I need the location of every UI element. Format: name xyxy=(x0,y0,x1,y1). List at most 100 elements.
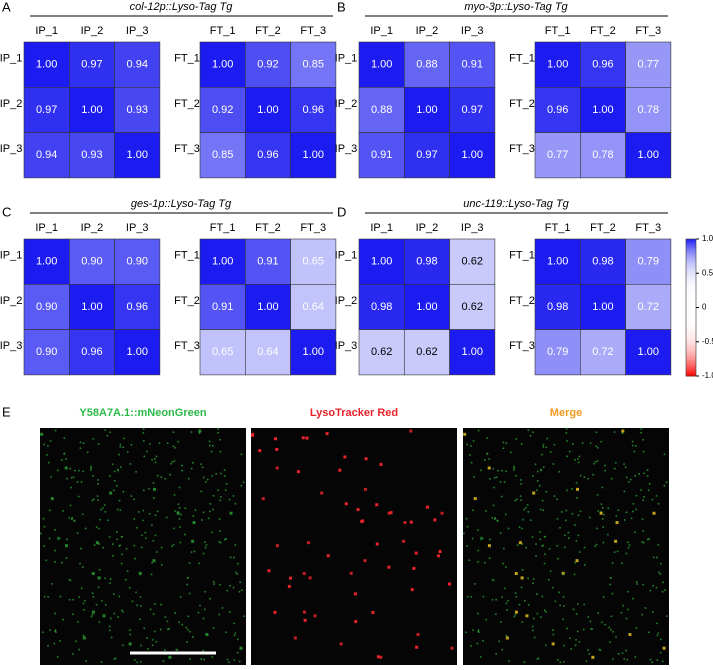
speckle xyxy=(533,636,536,639)
speckle xyxy=(646,475,649,477)
speckle xyxy=(642,583,644,586)
colorbar-segment xyxy=(686,245,696,249)
speckle xyxy=(535,489,538,492)
colorbar-segment xyxy=(686,318,696,322)
heatmap-title: col-12p::Lyso-Tag Tg xyxy=(130,1,234,13)
speckle xyxy=(267,569,271,573)
speckle xyxy=(43,525,46,528)
speckle xyxy=(496,520,499,522)
cell-value: 0.96 xyxy=(257,149,278,161)
speckle xyxy=(101,599,103,602)
speckle xyxy=(495,598,497,601)
speckle xyxy=(121,535,123,538)
speckle xyxy=(379,655,383,659)
heatmap-cell xyxy=(290,283,337,330)
speckle xyxy=(139,596,142,598)
speckle xyxy=(160,546,163,549)
speckle xyxy=(625,649,627,652)
colorbar-segment xyxy=(686,321,696,324)
speckle xyxy=(57,469,59,472)
speckle xyxy=(477,630,480,632)
row-label: FT_2 xyxy=(174,98,200,110)
speckle xyxy=(215,473,218,475)
speckle xyxy=(595,431,598,434)
speckle xyxy=(58,537,61,540)
row-label: IP_3 xyxy=(0,340,22,352)
speckle xyxy=(57,536,59,539)
speckle xyxy=(623,490,626,493)
cell-value: 0.85 xyxy=(303,59,324,71)
colorbar-segment xyxy=(686,298,696,302)
speckle xyxy=(133,544,136,547)
speckle xyxy=(506,608,509,611)
speckle xyxy=(513,467,516,469)
speckle xyxy=(113,658,116,660)
speckle xyxy=(66,538,68,541)
speckle xyxy=(80,587,83,590)
speckle xyxy=(559,526,561,529)
speckle xyxy=(525,546,528,549)
speckle xyxy=(447,582,451,586)
speckle xyxy=(204,481,207,483)
cell-value: 1.00 xyxy=(81,104,102,116)
speckle xyxy=(152,482,155,484)
speckle xyxy=(532,629,534,632)
colorbar-segment xyxy=(686,305,696,308)
speckle xyxy=(542,509,545,511)
speckle xyxy=(497,469,499,472)
speckle xyxy=(301,436,305,440)
speckle xyxy=(495,476,498,479)
speckle xyxy=(148,512,151,515)
speckle xyxy=(118,595,121,598)
speckle xyxy=(293,636,297,640)
heatmap-cell xyxy=(69,283,115,330)
speckle xyxy=(171,461,174,463)
speckle xyxy=(634,475,637,477)
speckle xyxy=(91,610,95,614)
speckle xyxy=(515,474,517,477)
speckle xyxy=(656,622,658,625)
speckle xyxy=(642,499,644,502)
speckle xyxy=(532,475,534,478)
speckle xyxy=(564,534,566,537)
speckle xyxy=(95,603,98,606)
speckle xyxy=(153,630,156,633)
speckle xyxy=(593,462,595,465)
speckle xyxy=(600,440,603,443)
colorbar-segment xyxy=(686,277,696,281)
speckle xyxy=(477,529,479,531)
speckle xyxy=(529,434,532,437)
colorbar-tick-label: 1.0 xyxy=(702,234,713,243)
cell-value: 0.85 xyxy=(212,149,233,161)
colorbar-tick-label: 0.5 xyxy=(702,268,713,277)
cell-value: 1.00 xyxy=(127,346,148,358)
speckle xyxy=(436,554,440,558)
cell-value: 0.92 xyxy=(212,104,233,116)
speckle xyxy=(217,489,219,492)
cell-value: 0.78 xyxy=(638,104,659,116)
speckle xyxy=(647,489,650,492)
speckle xyxy=(583,546,586,549)
speckle xyxy=(176,511,180,515)
speckle xyxy=(492,467,495,470)
speckle xyxy=(68,578,71,581)
column-label: IP_2 xyxy=(81,25,104,37)
speckle xyxy=(524,599,526,602)
speckle xyxy=(84,600,86,602)
cell-value: 0.88 xyxy=(416,59,437,71)
speckle xyxy=(97,586,100,589)
speckle xyxy=(540,469,543,472)
colorbar-segment xyxy=(686,357,696,361)
speckle xyxy=(91,572,95,576)
speckle xyxy=(84,527,87,530)
speckle xyxy=(562,573,565,576)
speckle xyxy=(651,661,653,664)
speckle xyxy=(635,494,638,497)
heatmap-cell xyxy=(245,238,291,285)
heatmap-cell xyxy=(199,87,246,133)
speckle xyxy=(72,476,75,479)
speckle xyxy=(466,525,469,528)
speckle xyxy=(532,617,535,620)
speckle xyxy=(627,590,629,593)
speckle xyxy=(275,544,279,548)
